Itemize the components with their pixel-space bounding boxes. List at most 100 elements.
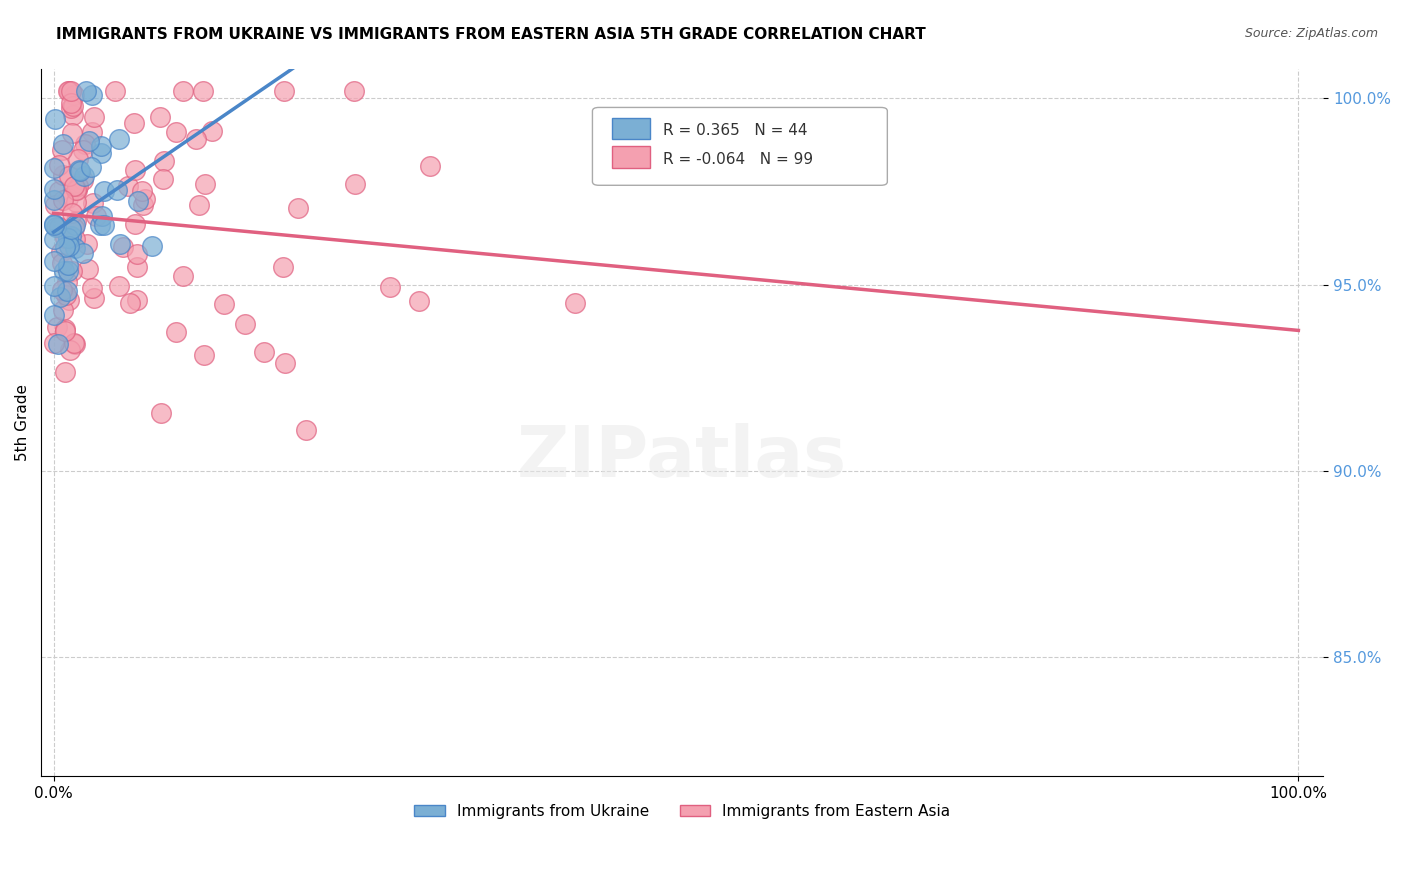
Point xyxy=(48,336,70,351)
Point xyxy=(165,325,187,339)
Point xyxy=(60,222,83,236)
Point xyxy=(55,287,77,301)
Point xyxy=(62,335,84,350)
Point xyxy=(63,178,86,193)
Point xyxy=(62,98,84,112)
Point xyxy=(117,178,139,193)
Bar xyxy=(612,118,650,139)
Point xyxy=(83,111,105,125)
Point xyxy=(48,220,70,235)
Point xyxy=(56,191,79,205)
Point xyxy=(127,247,149,261)
Point xyxy=(42,308,65,322)
Point xyxy=(60,228,83,243)
Point xyxy=(42,278,65,293)
Point xyxy=(172,84,194,98)
Point xyxy=(89,218,111,232)
Point xyxy=(42,161,65,176)
Point xyxy=(79,134,101,148)
Point xyxy=(55,324,77,338)
Point xyxy=(127,194,149,208)
Point xyxy=(52,194,75,208)
Point xyxy=(60,84,83,98)
Y-axis label: 5th Grade: 5th Grade xyxy=(15,384,30,461)
Point xyxy=(107,278,129,293)
Point xyxy=(253,345,276,359)
Point xyxy=(42,219,65,233)
Point xyxy=(53,231,76,245)
Point xyxy=(53,365,76,379)
Point xyxy=(76,236,98,251)
Point xyxy=(134,192,156,206)
Point xyxy=(51,143,73,157)
Point xyxy=(45,220,67,235)
Point xyxy=(44,198,66,212)
Point xyxy=(93,184,115,198)
Point xyxy=(51,284,73,298)
Point xyxy=(152,154,174,169)
Point xyxy=(141,239,163,253)
Point xyxy=(82,196,104,211)
Point xyxy=(127,260,149,274)
Point xyxy=(112,239,135,253)
Point xyxy=(84,209,107,223)
Point xyxy=(65,214,87,228)
Point xyxy=(60,205,83,219)
Legend: Immigrants from Ukraine, Immigrants from Eastern Asia: Immigrants from Ukraine, Immigrants from… xyxy=(408,798,956,825)
Point xyxy=(67,178,90,193)
Point xyxy=(149,406,172,420)
Point xyxy=(62,107,84,121)
Point xyxy=(294,423,316,437)
Point xyxy=(44,112,66,127)
Point xyxy=(60,126,83,140)
Point xyxy=(233,317,256,331)
Point xyxy=(65,232,87,246)
Point xyxy=(271,260,294,274)
Text: ZIPatlas: ZIPatlas xyxy=(517,423,848,492)
Point xyxy=(62,264,84,278)
Point xyxy=(49,290,72,304)
Point xyxy=(124,217,146,231)
Text: IMMIGRANTS FROM UKRAINE VS IMMIGRANTS FROM EASTERN ASIA 5TH GRADE CORRELATION CH: IMMIGRANTS FROM UKRAINE VS IMMIGRANTS FR… xyxy=(56,27,927,42)
Point xyxy=(65,183,87,197)
Text: R = -0.064   N = 99: R = -0.064 N = 99 xyxy=(664,152,813,167)
Point xyxy=(193,348,215,362)
Point xyxy=(342,84,364,98)
Point xyxy=(76,262,98,277)
FancyBboxPatch shape xyxy=(592,107,887,186)
Point xyxy=(80,281,103,295)
Point xyxy=(93,218,115,232)
Point xyxy=(63,337,86,351)
Point xyxy=(91,209,114,223)
Point xyxy=(52,264,75,278)
Point xyxy=(48,158,70,172)
Point xyxy=(58,169,80,184)
Point xyxy=(201,124,224,138)
Point xyxy=(107,132,129,146)
Point xyxy=(59,343,82,357)
Point xyxy=(66,153,89,167)
Point xyxy=(65,194,87,209)
Point xyxy=(103,84,125,98)
Point xyxy=(287,202,309,216)
Text: R = 0.365   N = 44: R = 0.365 N = 44 xyxy=(664,123,807,138)
Point xyxy=(44,335,66,350)
Point xyxy=(51,256,73,270)
Point xyxy=(55,240,77,254)
Point xyxy=(69,164,91,178)
Point xyxy=(110,236,132,251)
Point xyxy=(212,297,235,311)
Point xyxy=(564,296,586,310)
Point xyxy=(48,184,70,198)
Point xyxy=(42,254,65,268)
Point xyxy=(131,184,153,198)
Point xyxy=(408,294,430,309)
Point xyxy=(172,269,194,284)
Point xyxy=(72,173,94,187)
Point xyxy=(59,101,82,115)
Point xyxy=(53,321,76,335)
Point xyxy=(62,87,84,102)
Point xyxy=(58,84,80,98)
Point xyxy=(149,110,172,124)
Point xyxy=(82,125,104,139)
